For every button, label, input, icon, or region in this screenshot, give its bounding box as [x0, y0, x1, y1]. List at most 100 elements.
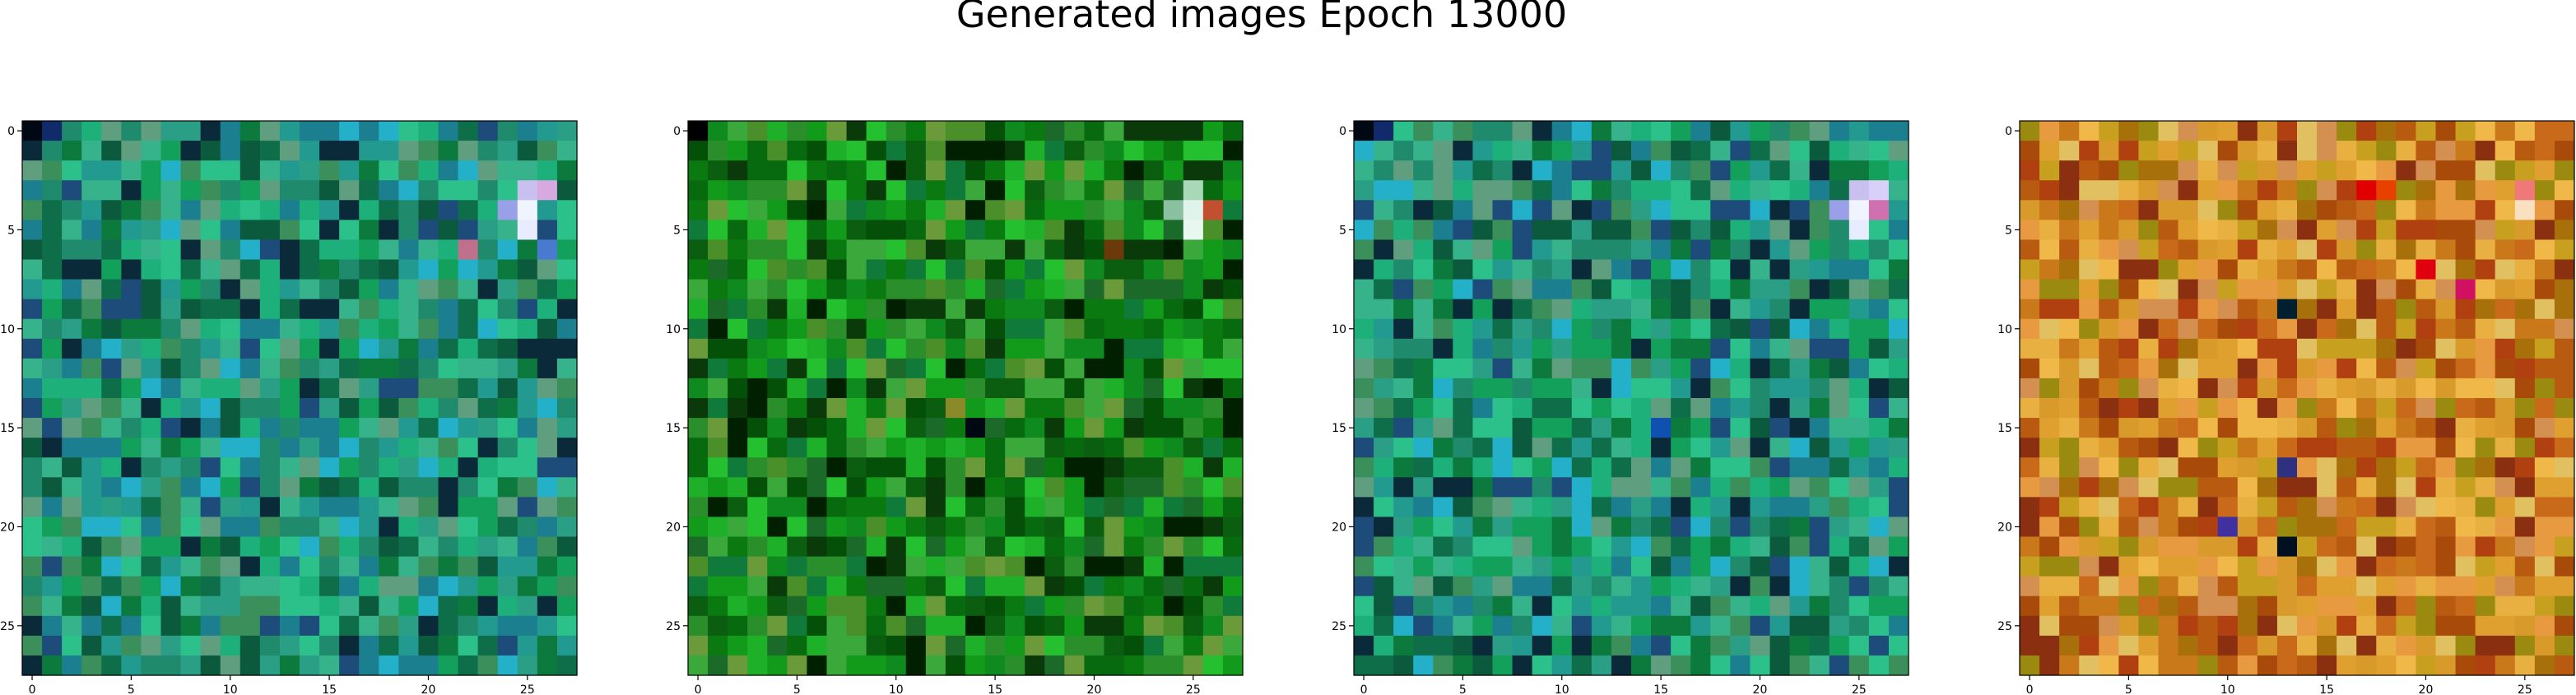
pixel-cell: [2435, 338, 2457, 359]
pixel-cell: [1789, 180, 1811, 201]
pixel-cell: [826, 438, 848, 458]
pixel-cell: [300, 655, 320, 676]
pixel-cell: [2237, 121, 2258, 141]
pixel-cell: [2534, 239, 2555, 261]
pixel-cell: [1492, 200, 1514, 220]
pixel-cell: [2376, 398, 2397, 419]
pixel-cell: [1025, 517, 1045, 538]
pixel-cell: [2237, 239, 2258, 261]
pixel-cell: [1750, 398, 1771, 419]
pixel-cell: [2554, 497, 2575, 518]
pixel-cell: [2020, 358, 2040, 379]
pixel-cell: [1868, 220, 1890, 241]
pixel-cell: [2257, 160, 2278, 181]
pixel-cell: [418, 180, 439, 201]
pixel-cell: [101, 259, 122, 280]
pixel-cell: [1690, 497, 1711, 518]
pixel-cell: [1064, 318, 1086, 340]
pixel-cell: [688, 338, 709, 359]
pixel-cell: [688, 418, 709, 438]
pixel-cell: [2099, 497, 2119, 518]
pixel-cell: [141, 299, 162, 320]
pixel-cell: [728, 358, 748, 379]
pixel-cell: [1848, 160, 1870, 181]
pixel-cell: [1532, 477, 1553, 498]
pixel-cell: [556, 378, 578, 399]
pixel-cell: [180, 160, 202, 181]
pixel-cell: [458, 358, 479, 379]
pixel-cell: [1651, 438, 1672, 458]
pixel-cell: [1789, 536, 1811, 558]
pixel-cell: [1750, 160, 1771, 181]
pixel-cell: [2059, 279, 2080, 300]
pixel-cell: [1571, 497, 1593, 518]
pixel-cell: [728, 497, 748, 518]
pixel-cell: [787, 457, 808, 478]
pixel-cell: [1374, 595, 1394, 617]
pixel-cell: [1104, 477, 1125, 498]
pixel-cell: [2396, 141, 2417, 161]
pixel-cell: [1025, 536, 1045, 558]
pixel-cell: [22, 141, 43, 161]
pixel-cell: [2376, 635, 2397, 656]
pixel-cell: [2416, 517, 2437, 538]
pixel-cell: [160, 200, 182, 220]
pixel-cell: [1064, 299, 1086, 320]
pixel-cell: [1492, 635, 1514, 656]
pixel-cell: [2276, 279, 2298, 300]
pixel-cell: [239, 615, 261, 637]
pixel-cell: [62, 457, 82, 478]
pixel-cell: [2356, 615, 2377, 637]
pixel-cell: [1750, 655, 1771, 676]
pixel-cell: [1104, 121, 1125, 141]
pixel-cell: [1848, 438, 1870, 458]
pixel-cell: [807, 121, 828, 141]
pixel-cell: [1025, 239, 1045, 261]
pixel-cell: [1084, 299, 1105, 320]
pixel-cell: [747, 497, 768, 518]
pixel-cell: [1571, 517, 1593, 538]
pixel-cell: [1492, 517, 1514, 538]
pixel-cell: [537, 200, 558, 220]
pixel-cell: [2059, 635, 2080, 656]
pixel-cell: [160, 160, 182, 181]
pixel-cell: [42, 576, 63, 597]
pixel-cell: [2514, 200, 2536, 220]
pixel-cell: [1631, 259, 1652, 280]
pixel-cell: [1433, 536, 1453, 558]
pixel-cell: [200, 378, 221, 399]
pixel-cell: [787, 517, 808, 538]
pixel-cell: [2435, 180, 2457, 201]
pixel-cell: [1591, 556, 1612, 577]
pixel-cell: [2020, 576, 2040, 597]
pixel-cell: [1730, 418, 1751, 438]
pixel-cell: [1354, 635, 1374, 656]
pixel-cell: [2495, 398, 2516, 419]
pixel-cell: [866, 121, 887, 141]
pixel-cell: [1084, 615, 1105, 637]
pixel-cell: [886, 477, 907, 498]
pixel-cell: [1183, 180, 1204, 201]
pixel-cell: [1868, 536, 1890, 558]
pixel-cell: [537, 299, 558, 320]
pixel-cell: [42, 259, 63, 280]
pixel-cell: [1848, 121, 1870, 141]
pixel-cell: [517, 338, 538, 359]
pixel-cell: [1710, 338, 1731, 359]
pixel-cell: [220, 536, 241, 558]
pixel-cell: [497, 180, 518, 201]
x-tick-label: 25: [2518, 683, 2532, 695]
pixel-cell: [1631, 338, 1652, 359]
pixel-cell: [1084, 457, 1105, 478]
pixel-cell: [688, 220, 709, 241]
pixel-cell: [1888, 438, 1909, 458]
pixel-cell: [1809, 615, 1830, 637]
pixel-cell: [708, 338, 728, 359]
pixel-cell: [1183, 338, 1204, 359]
pixel-cell: [2337, 497, 2357, 518]
pixel-cell: [259, 121, 281, 141]
pixel-cell: [160, 338, 182, 359]
pixel-cell: [945, 220, 966, 241]
pixel-cell: [2495, 378, 2516, 399]
pixel-cell: [379, 556, 399, 577]
